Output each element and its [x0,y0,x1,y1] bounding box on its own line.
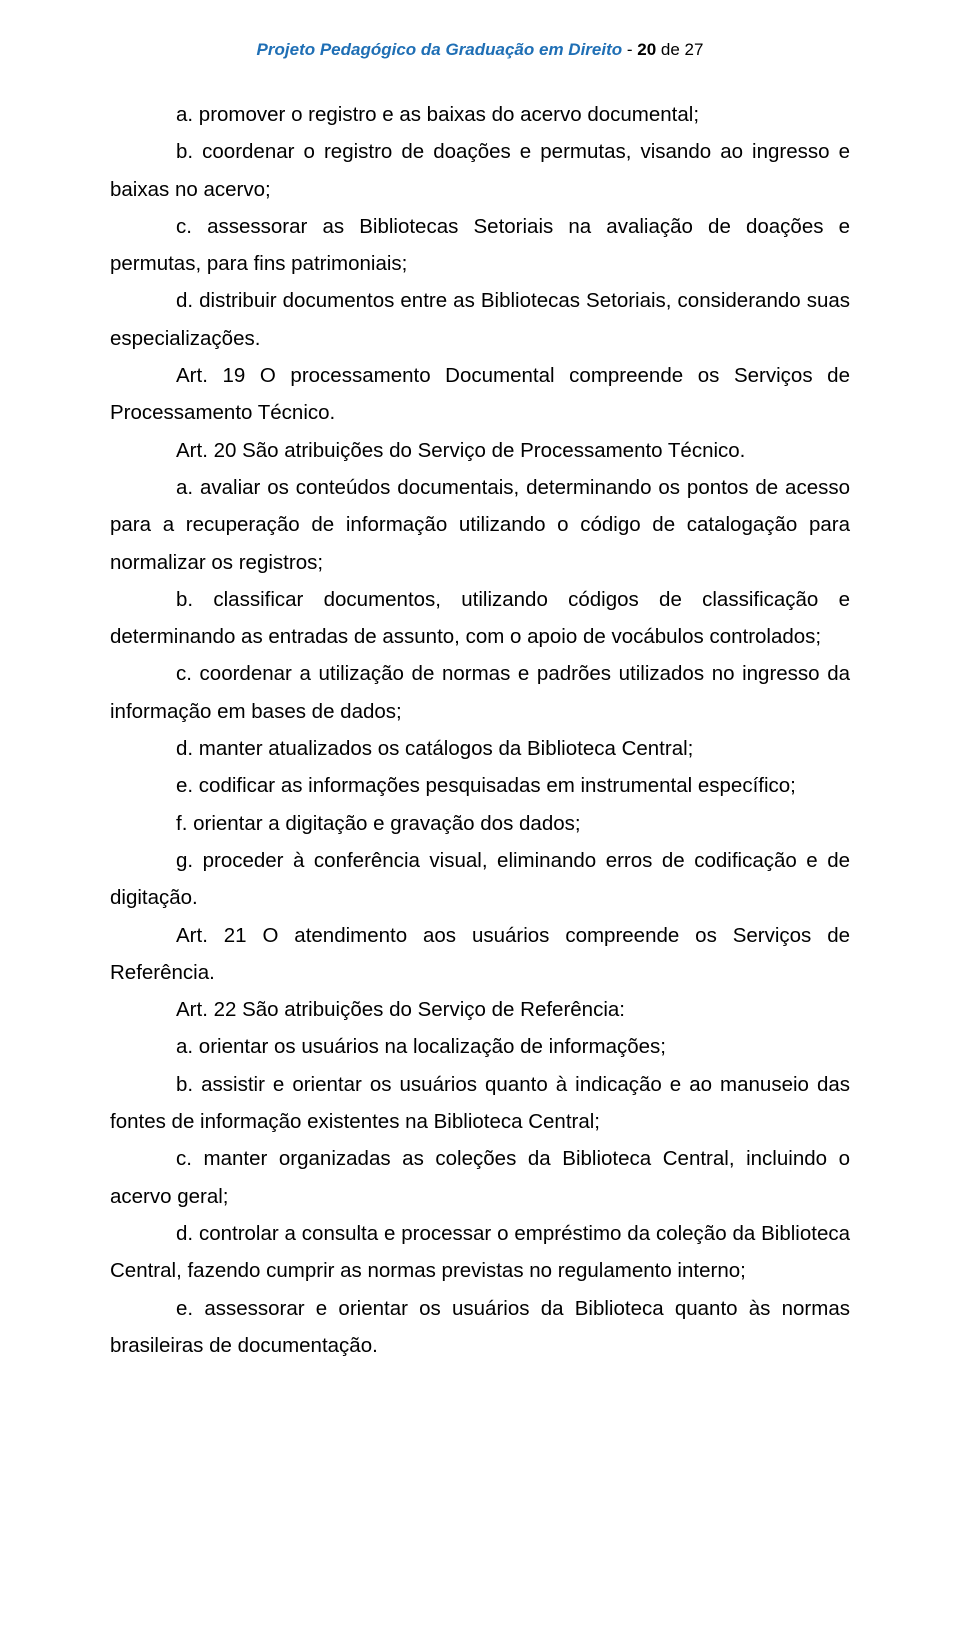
para-e-assessorar: e. assessorar e orientar os usuários da … [110,1290,850,1365]
para-c-coordenar: c. coordenar a utilização de normas e pa… [110,655,850,730]
para-a-avaliar: a. avaliar os conteúdos documentais, det… [110,469,850,581]
para-f-orientar: f. orientar a digitação e gravação dos d… [110,805,850,842]
header-title: Projeto Pedagógico da Graduação em Direi… [257,40,623,59]
header-page-of: de 27 [656,40,703,59]
page-header: Projeto Pedagógico da Graduação em Direi… [110,40,850,60]
header-page-current: 20 [637,40,656,59]
para-a-promover: a. promover o registro e as baixas do ac… [110,96,850,133]
para-art-20: Art. 20 São atribuições do Serviço de Pr… [110,432,850,469]
para-a-orientar: a. orientar os usuários na localização d… [110,1028,850,1065]
para-b-assistir: b. assistir e orientar os usuários quant… [110,1066,850,1141]
para-art-19: Art. 19 O processamento Documental compr… [110,357,850,432]
header-separator: - [622,40,637,59]
para-e-codificar: e. codificar as informações pesquisadas … [110,767,850,804]
para-g-proceder: g. proceder à conferência visual, elimin… [110,842,850,917]
para-d-distribuir: d. distribuir documentos entre as Biblio… [110,282,850,357]
para-art-22: Art. 22 São atribuições do Serviço de Re… [110,991,850,1028]
document-body: a. promover o registro e as baixas do ac… [110,96,850,1364]
para-c-assessorar: c. assessorar as Bibliotecas Setoriais n… [110,208,850,283]
para-b-classificar: b. classificar documentos, utilizando có… [110,581,850,656]
para-d-manter: d. manter atualizados os catálogos da Bi… [110,730,850,767]
para-d-controlar: d. controlar a consulta e processar o em… [110,1215,850,1290]
para-art-21: Art. 21 O atendimento aos usuários compr… [110,917,850,992]
para-c-manter: c. manter organizadas as coleções da Bib… [110,1140,850,1215]
document-page: Projeto Pedagógico da Graduação em Direi… [0,0,960,1635]
para-b-coordenar: b. coordenar o registro de doações e per… [110,133,850,208]
